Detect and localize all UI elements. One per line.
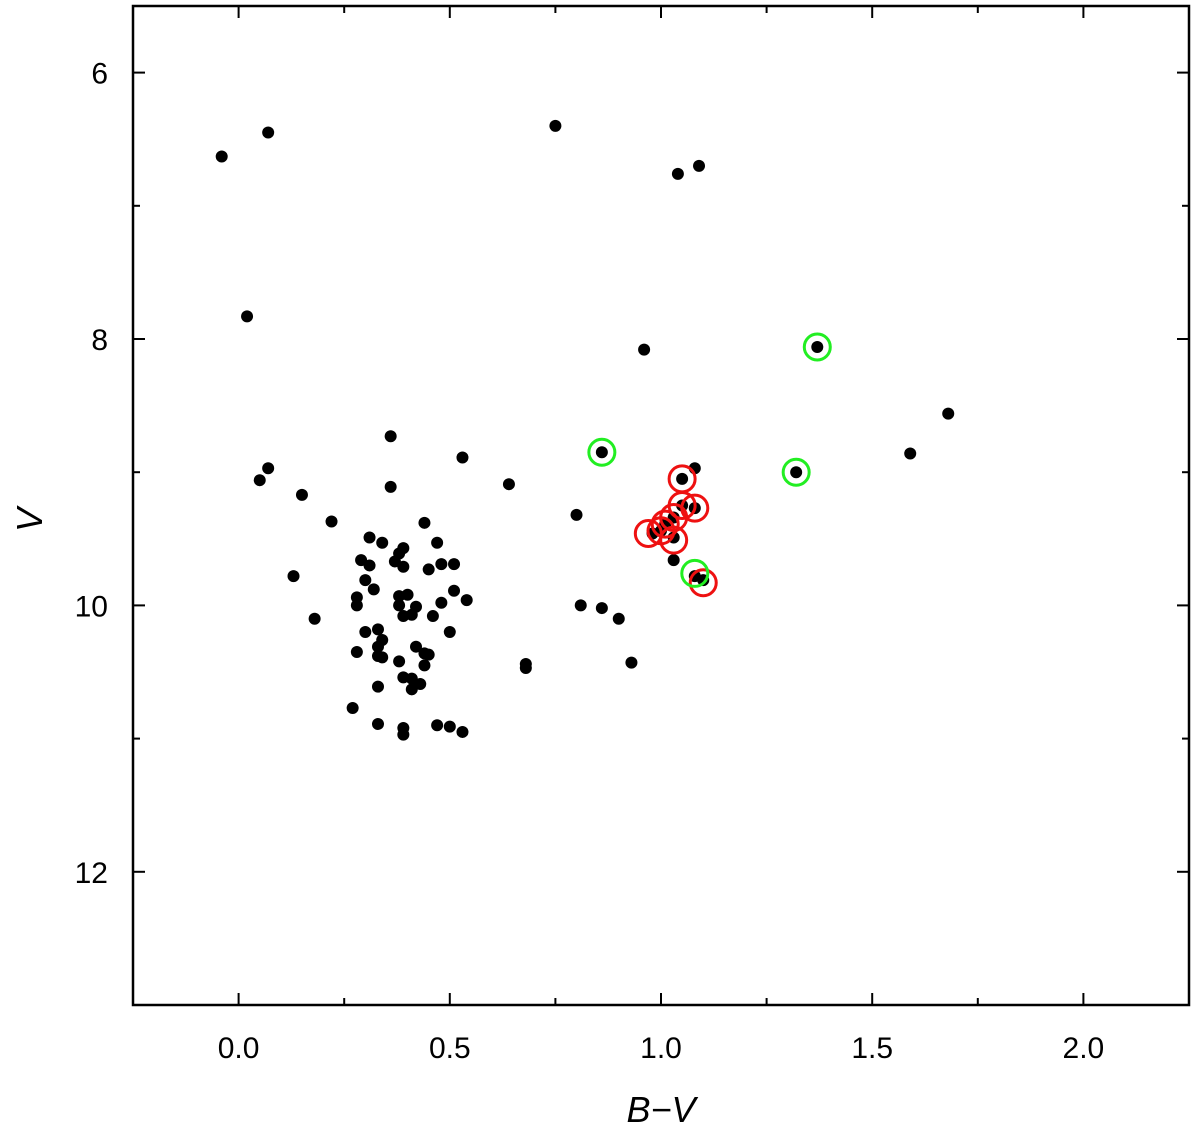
star-point: [448, 584, 461, 597]
x-axis-label: B−V: [626, 1089, 698, 1130]
star-point: [426, 610, 439, 623]
x-tick-label: 1.5: [851, 1032, 893, 1065]
x-tick-label: 0.5: [429, 1032, 471, 1065]
y-tick-label: 8: [91, 324, 108, 357]
star-point: [363, 531, 376, 544]
star-point: [371, 680, 384, 693]
green-highlight-ring: [587, 437, 617, 467]
star-point: [384, 480, 397, 493]
star-point: [393, 599, 406, 612]
star-point: [397, 542, 410, 555]
star-point: [595, 602, 608, 615]
y-axis-label: V: [9, 505, 50, 532]
star-point: [422, 648, 435, 661]
red-highlight-ring: [659, 525, 689, 555]
star-point: [367, 583, 380, 596]
star-point: [308, 612, 321, 625]
star-point: [359, 626, 372, 639]
star-point: [435, 596, 448, 609]
green-highlight-ring: [802, 332, 832, 362]
star-point: [410, 640, 423, 653]
star-point: [363, 559, 376, 572]
star-point: [346, 701, 359, 714]
y-tick-label: 6: [91, 58, 108, 91]
star-point: [253, 474, 266, 487]
star-point: [418, 659, 431, 672]
star-point: [287, 570, 300, 583]
x-tick-label: 0.0: [218, 1032, 260, 1065]
y-tick-label: 10: [75, 590, 108, 623]
green-highlight-ring: [781, 457, 811, 487]
star-point: [393, 655, 406, 668]
data-points: [215, 119, 955, 741]
star-point: [460, 594, 473, 607]
green-highlight-ring: [680, 558, 710, 588]
star-point: [262, 126, 275, 139]
star-point: [431, 536, 444, 549]
star-point: [574, 599, 587, 612]
star-point: [397, 728, 410, 741]
star-point: [262, 462, 275, 475]
star-point: [456, 451, 469, 464]
star-point: [448, 558, 461, 571]
star-point: [376, 651, 389, 664]
star-point: [671, 167, 684, 180]
star-point: [435, 558, 448, 571]
star-point: [431, 719, 444, 732]
star-point: [502, 478, 515, 491]
y-tick-label: 12: [75, 857, 108, 890]
star-point: [376, 536, 389, 549]
star-point: [215, 150, 228, 163]
star-point: [405, 608, 418, 621]
star-point: [325, 515, 338, 528]
star-point: [359, 574, 372, 587]
star-point: [625, 656, 638, 669]
star-point: [638, 343, 651, 356]
star-point: [371, 717, 384, 730]
star-point: [350, 646, 363, 659]
x-tick-label: 1.0: [640, 1032, 682, 1065]
star-point: [405, 683, 418, 696]
star-point: [693, 159, 706, 172]
axis-ticks: [133, 6, 1189, 1005]
star-point: [549, 119, 562, 132]
star-point: [519, 662, 532, 675]
star-point: [942, 407, 955, 420]
star-point: [384, 430, 397, 443]
star-point: [443, 626, 456, 639]
star-point: [350, 599, 363, 612]
star-point: [570, 508, 583, 521]
axis-tick-labels: 0.0 0.5 1.0 1.5 2.0 6 8 10 12: [75, 58, 1105, 1065]
star-point: [422, 563, 435, 576]
highlight-rings: [587, 332, 832, 598]
star-point: [295, 488, 308, 501]
star-point: [676, 472, 689, 485]
star-point: [595, 446, 608, 459]
star-point: [418, 516, 431, 529]
x-tick-label: 2.0: [1063, 1032, 1105, 1065]
star-point: [811, 340, 824, 353]
star-point: [667, 554, 680, 567]
star-point: [371, 623, 384, 636]
star-point: [241, 310, 254, 323]
red-highlight-ring: [650, 509, 680, 539]
star-point: [904, 447, 917, 460]
star-point: [612, 612, 625, 625]
star-point: [456, 725, 469, 738]
red-highlight-ring: [688, 568, 718, 598]
plot-frame: [131, 4, 1191, 1007]
star-point: [790, 466, 803, 479]
star-point: [397, 560, 410, 573]
star-point: [443, 720, 456, 733]
star-point: [371, 640, 384, 653]
star-point: [401, 588, 414, 601]
